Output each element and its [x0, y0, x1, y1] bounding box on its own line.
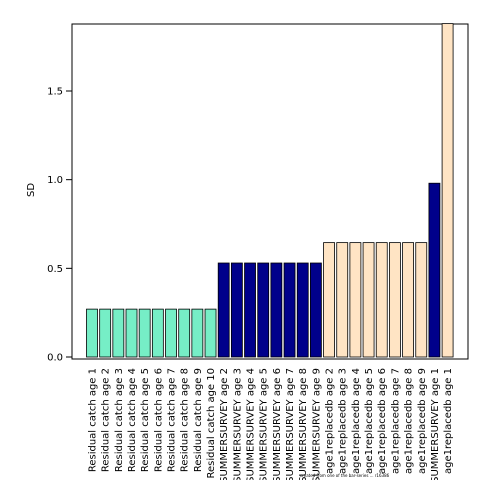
bar — [349, 242, 362, 358]
bar — [204, 308, 217, 358]
x-tick-label: SUMMERSURVEY age 6 — [272, 368, 283, 480]
y-tick-label: 1.0 — [47, 175, 63, 186]
bar — [178, 308, 191, 358]
y-ticks: 0.0 0.5 1.0 1.5 — [47, 87, 72, 364]
x-tick-label: age1replacedb age 5 — [364, 368, 375, 474]
bar — [257, 262, 270, 358]
bar — [309, 262, 322, 358]
x-tick-label: SUMMERSURVEY age 1 — [430, 368, 441, 480]
x-tick-label: Residual catch age 1 — [88, 368, 99, 472]
bar — [191, 308, 204, 358]
x-tick-label: SUMMERSURVEY age 2 — [219, 368, 230, 480]
y-tick-label: 1.5 — [47, 87, 63, 98]
bar — [165, 308, 177, 358]
x-tick-label: SUMMERSURVEY age 7 — [285, 368, 296, 480]
bar — [402, 242, 414, 358]
bar — [138, 308, 151, 358]
bar — [86, 308, 98, 358]
y-tick-label: 0.0 — [47, 353, 63, 364]
bar — [296, 262, 309, 358]
bar — [362, 242, 375, 358]
x-tick-label: Residual catch age 3 — [114, 368, 125, 472]
footnote: created from one of the bar-series ... r… — [300, 473, 390, 478]
bar — [151, 308, 164, 358]
bar — [99, 308, 112, 358]
x-tick-label: SUMMERSURVEY age 3 — [232, 368, 243, 480]
bar — [244, 262, 256, 358]
x-tick-label: Residual catch age 5 — [140, 368, 151, 472]
x-tick-label: Residual catch age 8 — [180, 368, 191, 472]
x-tick-label: Residual catch age 6 — [153, 368, 164, 472]
bar — [270, 262, 283, 358]
bar — [125, 308, 138, 358]
x-tick-label: age1replacedb age 3 — [338, 368, 349, 474]
x-tick-label: Residual catch age 10 — [206, 368, 217, 479]
x-tick-label: age1replacedb age 9 — [417, 368, 428, 474]
x-tick-label: Residual catch age 4 — [127, 368, 138, 472]
x-tick-label: SUMMERSURVEY age 4 — [246, 368, 257, 480]
bar — [336, 242, 349, 358]
bar — [375, 242, 388, 358]
x-tick-label: age1replacedb age 2 — [325, 368, 336, 474]
x-tick-label: age1replacedb age 4 — [351, 368, 362, 474]
bars — [86, 23, 454, 358]
bar — [441, 23, 454, 358]
y-axis-label: SD — [26, 183, 37, 197]
bar — [283, 262, 296, 358]
x-tick-label: Residual catch age 9 — [193, 368, 204, 472]
bar — [323, 242, 335, 358]
bar — [428, 182, 441, 358]
bar — [112, 308, 125, 358]
bar — [389, 242, 401, 358]
x-tick-label: age1replacedb age 8 — [404, 368, 415, 474]
x-tick-labels: Residual catch age 1 Residual catch age 2… — [88, 368, 455, 480]
bar — [217, 262, 230, 358]
x-tick-label: Residual catch age 2 — [101, 368, 112, 472]
x-tick-label: SUMMERSURVEY age 8 — [298, 368, 309, 480]
x-tick-label: SUMMERSURVEY age 5 — [259, 368, 270, 480]
bar — [415, 242, 428, 358]
y-tick-label: 0.5 — [47, 264, 63, 275]
x-tick-label: SUMMERSURVEY age 9 — [311, 368, 322, 480]
bar — [230, 262, 243, 358]
x-tick-label: age1replacedb age 7 — [390, 368, 401, 474]
x-tick-label: age1replacedb age 6 — [377, 368, 388, 474]
x-tick-label: Residual catch age 7 — [167, 368, 178, 472]
x-tick-label: age1replacedb age 1 — [443, 368, 454, 474]
